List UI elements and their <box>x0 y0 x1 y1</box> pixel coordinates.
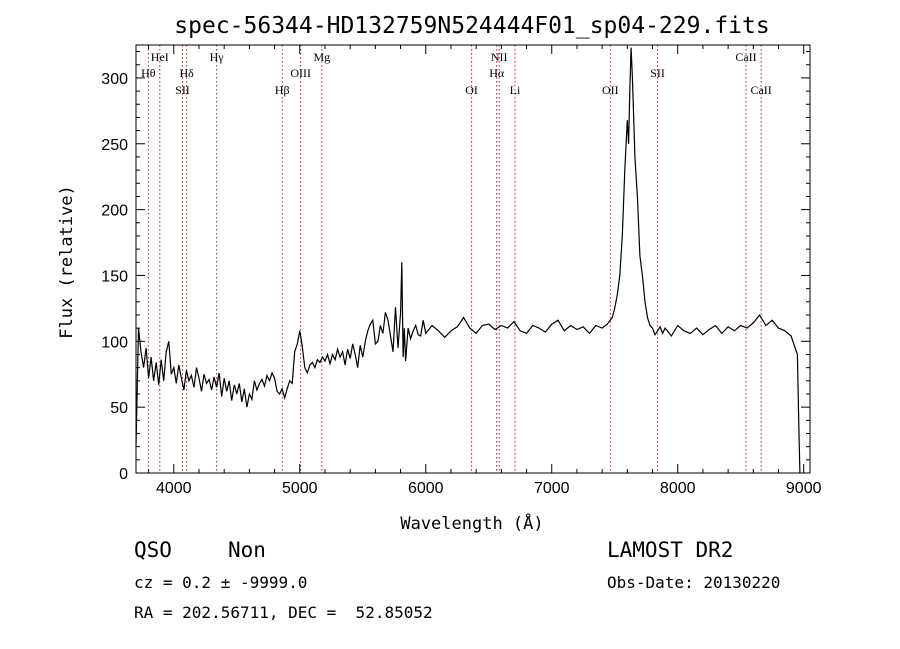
line-marker-label: Li <box>510 83 521 97</box>
line-marker-label: Hθ <box>141 66 156 80</box>
x-axis: 4000 5000 6000 7000 8000 9000 <box>148 45 822 497</box>
x-tick-label: 9000 <box>786 480 822 497</box>
line-marker-label: CaII <box>735 50 756 64</box>
line-marker-label: CaII <box>750 83 771 97</box>
y-tick-label: 50 <box>110 400 128 417</box>
line-marker-label: Hα <box>489 66 505 80</box>
plot-frame <box>135 44 811 474</box>
line-marker-label: Mg <box>313 50 330 64</box>
x-tick-label: 5000 <box>282 480 318 497</box>
y-tick-label: 250 <box>101 137 128 154</box>
class-label: QSO <box>134 538 172 562</box>
line-marker-label: OIII <box>290 66 311 80</box>
y-axis-label: Flux (relative) <box>57 185 77 339</box>
line-marker-label: NII <box>491 50 508 64</box>
x-tick-label: 7000 <box>534 480 570 497</box>
line-marker-label: Hδ <box>179 66 194 80</box>
x-tick-label: 8000 <box>660 480 696 497</box>
x-tick-label: 6000 <box>408 480 444 497</box>
survey-label: LAMOST DR2 <box>607 538 734 562</box>
line-marker-label: SII <box>175 83 190 97</box>
line-marker-label: OII <box>602 83 619 97</box>
coordinates: RA = 202.56711, DEC = 52.85052 <box>134 603 433 622</box>
chart-title: spec-56344-HD132759N524444F01_sp04-229.f… <box>174 13 769 39</box>
y-tick-label: 200 <box>101 203 128 220</box>
y-tick-label: 150 <box>101 268 128 285</box>
obs-date: Obs-Date: 20130220 <box>607 573 781 592</box>
y-tick-label: 300 <box>101 71 128 88</box>
line-marker-label: OI <box>465 83 478 97</box>
x-axis-label: Wavelength (Å) <box>400 512 543 534</box>
line-marker-label: Hγ <box>210 50 225 64</box>
y-tick-label: 100 <box>101 334 128 351</box>
subclass-label: Non <box>228 538 266 562</box>
line-marker-label: Hβ <box>275 83 290 97</box>
y-axis: 0 50 100 150 200 250 300 <box>101 51 810 483</box>
spectrum-line <box>135 47 801 474</box>
line-marker-label: HeI <box>151 50 169 64</box>
cz-value: cz = 0.2 ± -9999.0 <box>134 573 308 592</box>
y-tick-label: 0 <box>119 466 128 483</box>
line-marker-label: SII <box>650 66 665 80</box>
x-tick-label: 4000 <box>156 480 192 497</box>
